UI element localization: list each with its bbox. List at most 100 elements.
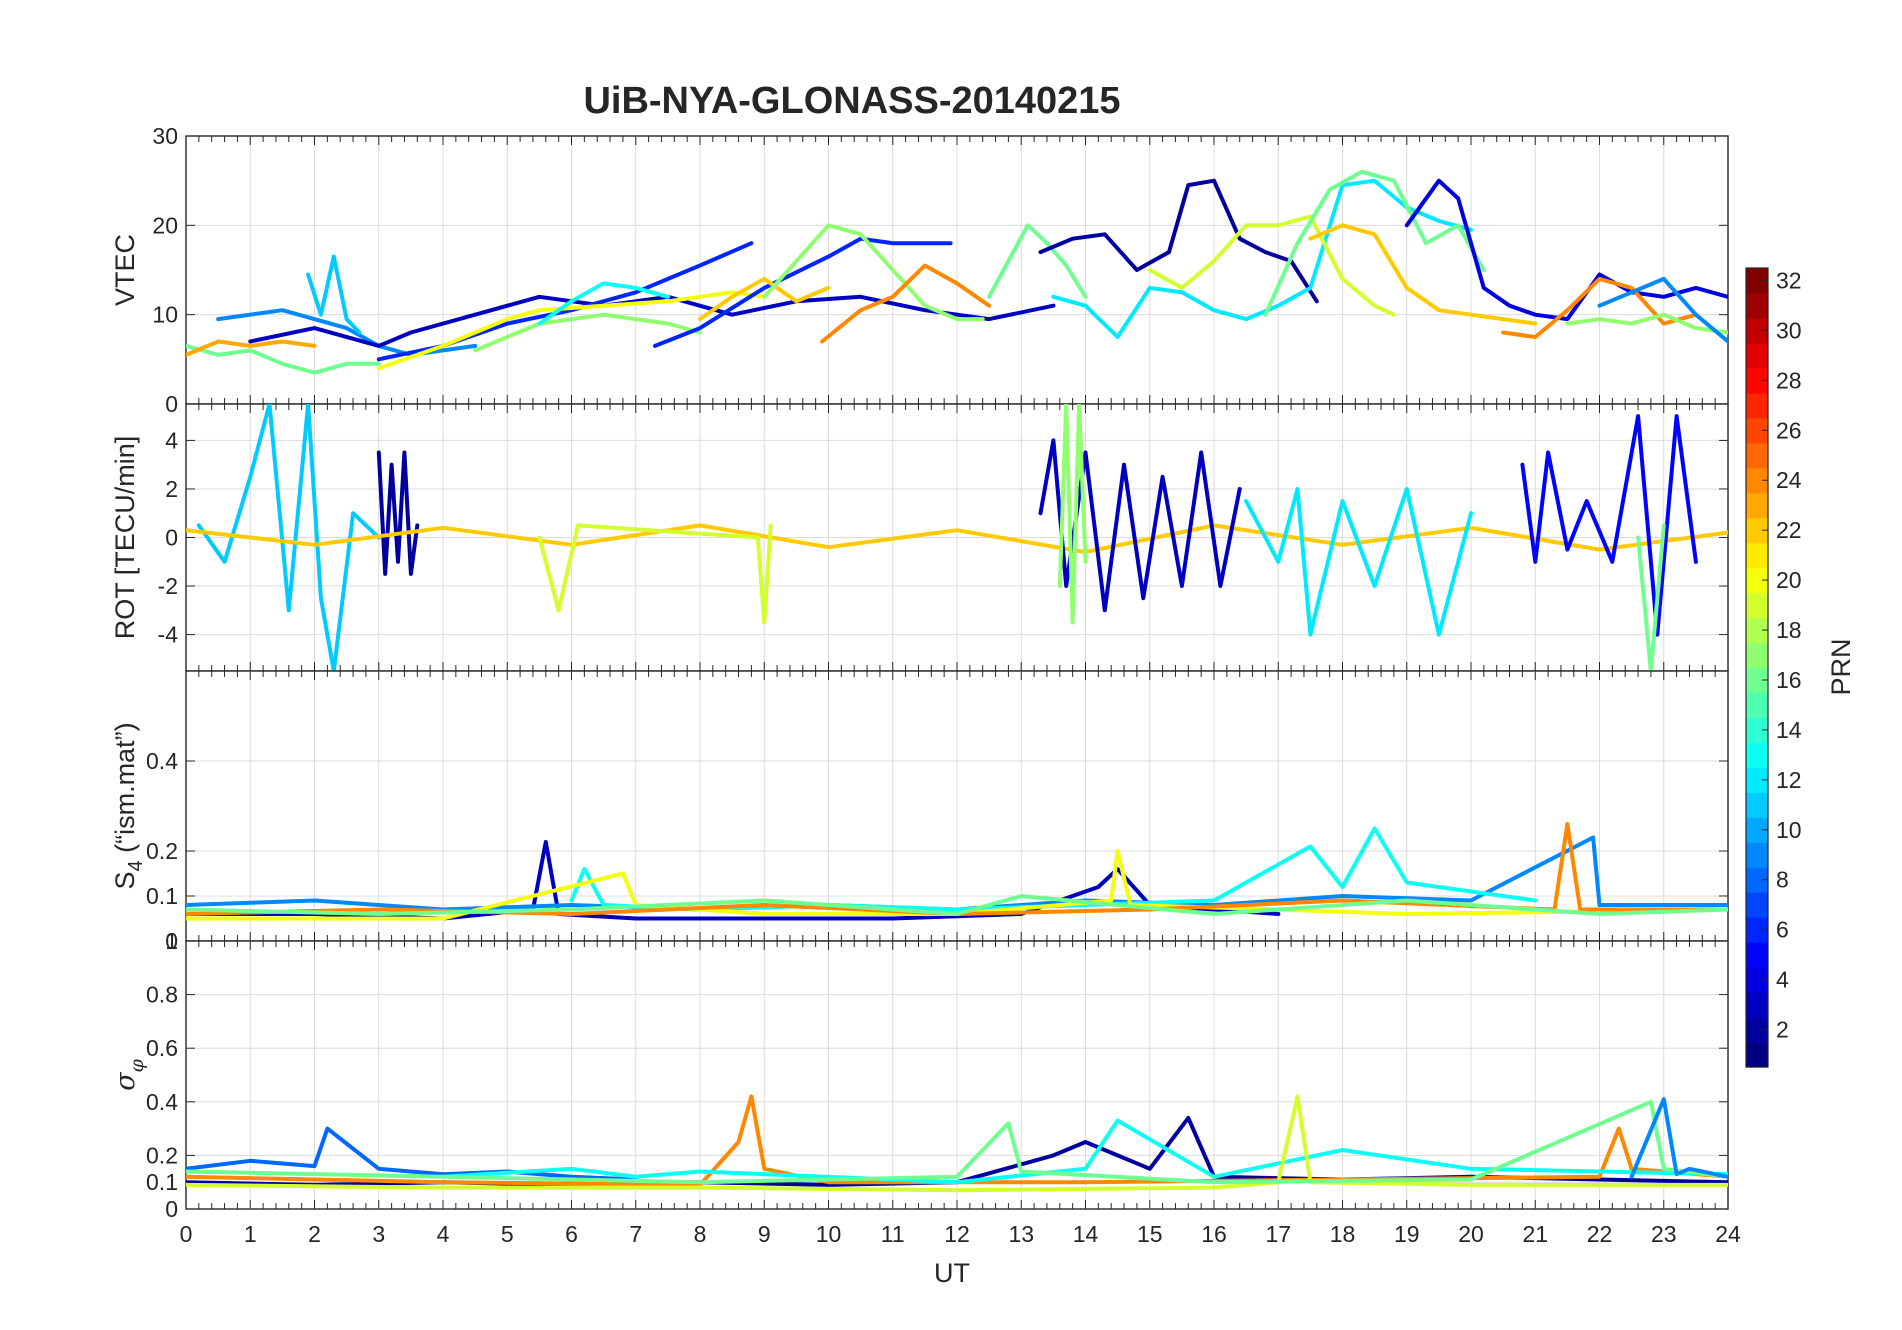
series-line-prn-22 (698, 276, 831, 322)
x-tick-label: 22 (1587, 1221, 1613, 1247)
colorbar-segment (1746, 742, 1768, 768)
y-tick-label: 0.6 (146, 1035, 178, 1061)
colorbar-tick-label: 10 (1776, 817, 1802, 843)
series-line-prn-16 (987, 223, 1088, 299)
series-line-prn-5 (1520, 414, 1698, 637)
series-line-prn-17 (473, 312, 702, 353)
series-line-prn-20 (376, 290, 767, 371)
series-line-prn-3 (248, 294, 1056, 348)
series-line-prn-8 (186, 1126, 638, 1182)
colorbar-tick-label: 12 (1776, 767, 1802, 793)
series-line-prn-11 (196, 404, 381, 671)
series-line-prn-16 (1263, 169, 1486, 317)
colorbar-segment (1746, 467, 1768, 494)
y-tick-label: 0.2 (146, 1142, 178, 1168)
series-line-prn-17 (762, 223, 985, 322)
series-line-prn-19 (1147, 214, 1396, 317)
series-line-prn-17 (1565, 312, 1728, 335)
series-group (186, 1094, 1728, 1193)
colorbar-segment (1746, 942, 1768, 968)
series-line-prn-23 (186, 339, 317, 357)
series-line-prn-3 (1038, 438, 1242, 613)
colorbar-tick-label: 14 (1776, 717, 1802, 743)
colorbar-segment (1746, 1042, 1768, 1068)
colorbar-segment (1746, 792, 1768, 818)
colorbar-segment (1746, 367, 1768, 394)
panel-rot: -4 -2 0 2 4 ROT [TECU/min] (110, 403, 1729, 672)
series-line-prn-2 (376, 450, 420, 576)
colorbar-segment (1746, 542, 1768, 569)
y-tick-label: -4 (158, 622, 179, 648)
y-tick-label: 10 (152, 302, 178, 328)
y-tick-label: 2 (165, 476, 178, 502)
colorbar-tick-label: 26 (1776, 417, 1802, 443)
colorbar-tick-label: 4 (1776, 967, 1789, 993)
x-tick-label: 16 (1201, 1221, 1227, 1247)
colorbar-segment (1746, 292, 1768, 319)
x-tick-label: 11 (881, 1221, 905, 1247)
colorbar-frame (1745, 267, 1769, 1068)
x-tick-label: 13 (1008, 1221, 1034, 1247)
y-tick-label: -2 (158, 573, 178, 599)
y-tick-label: 0 (165, 928, 178, 954)
series-line-prn-12 (1051, 178, 1473, 339)
colorbar-segment (1746, 492, 1768, 519)
y-tick-label: 0.8 (146, 982, 178, 1008)
colorbar-segment (1746, 967, 1768, 993)
x-axis-label: UT (934, 1258, 970, 1288)
series-line-prn-13 (537, 281, 670, 326)
x-tick-label: 19 (1394, 1221, 1420, 1247)
series-line-prn-20 (186, 849, 1728, 921)
x-tick-label: 20 (1458, 1221, 1484, 1247)
colorbar-segment (1746, 342, 1768, 369)
x-tick-label: 9 (758, 1221, 771, 1247)
series-line-prn-16 (186, 894, 1728, 916)
colorbar-tick-label: 16 (1776, 667, 1802, 693)
y-tick-label: 0.2 (146, 838, 178, 864)
colorbar-segment (1746, 517, 1768, 544)
colorbar-tick-label: 18 (1776, 617, 1802, 643)
y-tick-label: 20 (152, 212, 178, 238)
x-tick-label: 6 (565, 1221, 578, 1247)
colorbar-tick-label: 6 (1776, 917, 1789, 943)
colorbar-segment (1746, 692, 1768, 719)
series-line-prn-16 (1636, 523, 1666, 671)
series-line-prn-13 (441, 1118, 1728, 1185)
series-line-prn-24 (1501, 276, 1698, 339)
chart-title: UiB-NYA-GLONASS-20140215 (583, 80, 1120, 122)
series-line-prn-17 (1057, 404, 1088, 625)
colorbar-tick-label: 30 (1776, 317, 1802, 343)
colorbar-segment (1746, 642, 1768, 669)
y-tick-label: 0 (165, 1196, 178, 1222)
series-line-prn-3 (186, 840, 1281, 921)
x-tick-label: 24 (1715, 1221, 1741, 1247)
y-tick-label: 4 (165, 427, 178, 453)
x-tick-label: 7 (629, 1221, 642, 1247)
y-tick-label: 30 (152, 123, 178, 149)
y-tick-label: 0.4 (146, 1089, 178, 1115)
x-tick-label: 14 (1073, 1221, 1099, 1247)
colorbar-tick-label: 32 (1776, 267, 1802, 293)
series-line-prn-11 (306, 254, 362, 335)
colorbar-tick-label: 20 (1776, 567, 1802, 593)
colorbar-tick-label: 24 (1776, 467, 1802, 493)
colorbar-segment (1746, 667, 1768, 694)
x-tick-label: 0 (180, 1221, 193, 1247)
y-axis-label-vtec: VTEC (110, 234, 140, 306)
series-group (186, 169, 1728, 375)
colorbar-segment (1746, 992, 1768, 1018)
colorbar-segment (1746, 1017, 1768, 1043)
colorbar-segment (1746, 867, 1768, 893)
series-line-prn-9 (1597, 276, 1728, 344)
x-tick-label: 3 (372, 1221, 385, 1247)
series-line-prn-24 (186, 1094, 1728, 1187)
colorbar-segment (1746, 417, 1768, 444)
colorbar-segment (1746, 717, 1768, 744)
series-line-prn-9 (1629, 1097, 1728, 1179)
colorbar-label: PRN (1826, 638, 1856, 695)
panel-s4: 0 0.1 0.2 0.4S4 (“ism.mat”) (110, 670, 1729, 954)
y-tick-label: 0.1 (146, 1169, 178, 1195)
y-tick-label: 0 (165, 525, 178, 551)
